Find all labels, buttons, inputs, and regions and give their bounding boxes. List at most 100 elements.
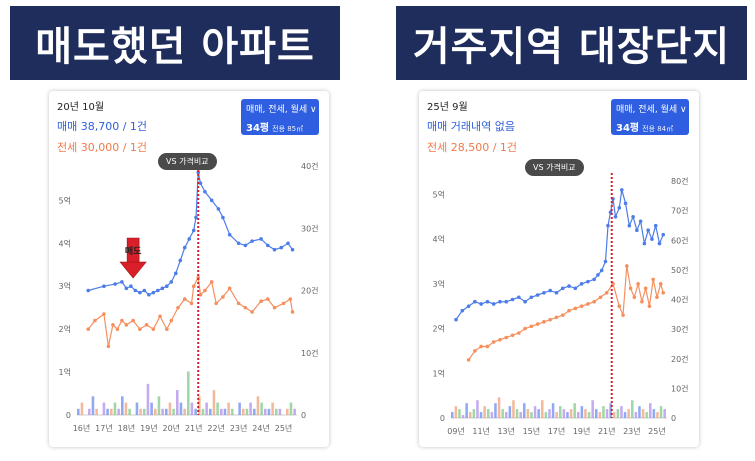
sale-price-point bbox=[617, 206, 622, 210]
volume-bar bbox=[183, 408, 186, 415]
sale-price-point bbox=[147, 292, 151, 297]
jeonse-price-point bbox=[106, 344, 111, 349]
sale-price-point bbox=[216, 207, 221, 211]
volume-bar bbox=[264, 408, 267, 415]
jeonse-price-point bbox=[115, 327, 120, 331]
volume-bar bbox=[605, 409, 609, 418]
y-left-tick: 2억 bbox=[433, 324, 445, 334]
volume-bar bbox=[135, 402, 139, 415]
x-tick-label: 25년 bbox=[648, 426, 666, 436]
volume-bar bbox=[465, 403, 468, 418]
jeonse-price-point bbox=[189, 301, 194, 306]
jeonse-price-point bbox=[617, 304, 622, 309]
period-label: 25년 9월 bbox=[427, 102, 468, 113]
vs-compare-button[interactable]: VS 가격비교 bbox=[525, 159, 584, 176]
y-right-tick: 20건 bbox=[301, 286, 319, 296]
volume-bar bbox=[577, 412, 580, 418]
volume-bar bbox=[584, 409, 587, 418]
jeonse-price-point bbox=[151, 327, 156, 331]
vs-compare-button[interactable]: VS 가격비교 bbox=[158, 153, 217, 170]
y-left-tick: 0 bbox=[66, 411, 71, 420]
volume-bar bbox=[458, 409, 461, 418]
volume-bar bbox=[501, 409, 504, 418]
x-tick-label: 25년 bbox=[275, 423, 293, 433]
sale-price-point bbox=[279, 245, 284, 250]
volume-bar bbox=[168, 402, 172, 415]
deal-type-label: 매매, 전세, 월세 ∨ bbox=[246, 105, 317, 115]
volume-bar bbox=[519, 412, 522, 418]
volume-bar bbox=[267, 408, 271, 415]
sell-arrow-head bbox=[119, 261, 147, 279]
banner-local-leader-complex: 거주지역 대장단지 bbox=[396, 6, 747, 80]
sale-price-point bbox=[603, 259, 608, 264]
volume-bar bbox=[278, 408, 282, 415]
sale-price-point bbox=[535, 293, 540, 297]
area-label: 전용 84㎡ bbox=[642, 125, 674, 133]
x-tick-label: 17년 bbox=[95, 423, 113, 433]
volume-bar bbox=[220, 408, 223, 415]
sale-price-point bbox=[209, 198, 214, 203]
jeonse-price-point bbox=[491, 340, 496, 344]
y-left-tick: 4억 bbox=[59, 238, 71, 248]
volume-bar bbox=[106, 408, 109, 415]
jeonse-price-point bbox=[93, 318, 97, 323]
sale-price-point bbox=[579, 282, 584, 286]
jeonse-price-point bbox=[176, 305, 180, 310]
jeonse-price-point bbox=[517, 331, 521, 335]
jeonse-price-point bbox=[120, 318, 124, 323]
volume-bar bbox=[454, 406, 458, 418]
jeonse-price-point bbox=[169, 318, 174, 323]
y-right-tick: 0 bbox=[671, 414, 676, 423]
volume-bar bbox=[537, 409, 540, 418]
sale-price-point bbox=[169, 280, 174, 284]
jeonse-price-point bbox=[643, 286, 648, 291]
volume-bar bbox=[634, 412, 638, 418]
sale-price-point bbox=[631, 214, 635, 219]
sale-price-point bbox=[133, 288, 138, 293]
sale-price-point bbox=[191, 228, 196, 233]
y-right-tick: 20건 bbox=[671, 354, 689, 364]
volume-bar bbox=[602, 406, 605, 418]
volume-bar bbox=[472, 409, 476, 418]
x-tick-label: 23년 bbox=[230, 423, 248, 433]
deal-type-filter-button[interactable]: 매매, 전세, 월세 ∨ 34평 전용 85㎡ bbox=[241, 99, 319, 135]
jeonse-price-line bbox=[468, 265, 664, 361]
volume-bar bbox=[209, 408, 212, 415]
y-right-tick: 80건 bbox=[671, 176, 689, 186]
volume-bar bbox=[139, 408, 142, 415]
jeonse-price-point bbox=[144, 323, 149, 327]
volume-bar bbox=[659, 406, 663, 418]
sale-price-point bbox=[548, 288, 553, 293]
sale-price-line bbox=[88, 172, 293, 296]
x-tick-label: 19년 bbox=[140, 423, 158, 433]
jeonse-price-text: 전세 30,000 / 1건 bbox=[57, 141, 148, 154]
sale-price-point bbox=[460, 308, 465, 313]
jeonse-price-point bbox=[221, 295, 225, 299]
volume-bar bbox=[201, 408, 205, 415]
y-left-tick: 3억 bbox=[433, 279, 445, 289]
volume-bar bbox=[645, 412, 648, 418]
volume-bar bbox=[533, 406, 537, 418]
sale-price-point bbox=[187, 237, 192, 241]
jeonse-price-point bbox=[632, 295, 637, 300]
jeonse-price-point bbox=[111, 323, 115, 327]
sale-price-point bbox=[124, 286, 129, 291]
volume-bar bbox=[176, 390, 179, 415]
volume-bar bbox=[77, 408, 80, 415]
x-tick-label: 20년 bbox=[163, 423, 181, 433]
sale-price-point bbox=[627, 223, 632, 228]
deal-type-filter-button[interactable]: 매매, 전세, 월세 ∨ 34평 전용 84㎡ bbox=[611, 99, 689, 135]
jeonse-price-point bbox=[86, 327, 91, 331]
y-right-tick: 70건 bbox=[671, 206, 689, 216]
volume-bar bbox=[497, 397, 501, 418]
x-tick-label: 23년 bbox=[623, 426, 641, 436]
volume-bar bbox=[113, 402, 117, 415]
jeonse-price-point bbox=[102, 312, 106, 316]
volume-bar bbox=[205, 402, 208, 415]
volume-bar bbox=[609, 403, 612, 418]
volume-bar bbox=[253, 408, 256, 415]
jeonse-price-point bbox=[250, 310, 254, 314]
volume-bar bbox=[469, 412, 472, 418]
jeonse-price-point bbox=[604, 290, 609, 295]
y-right-tick: 30건 bbox=[301, 223, 319, 233]
